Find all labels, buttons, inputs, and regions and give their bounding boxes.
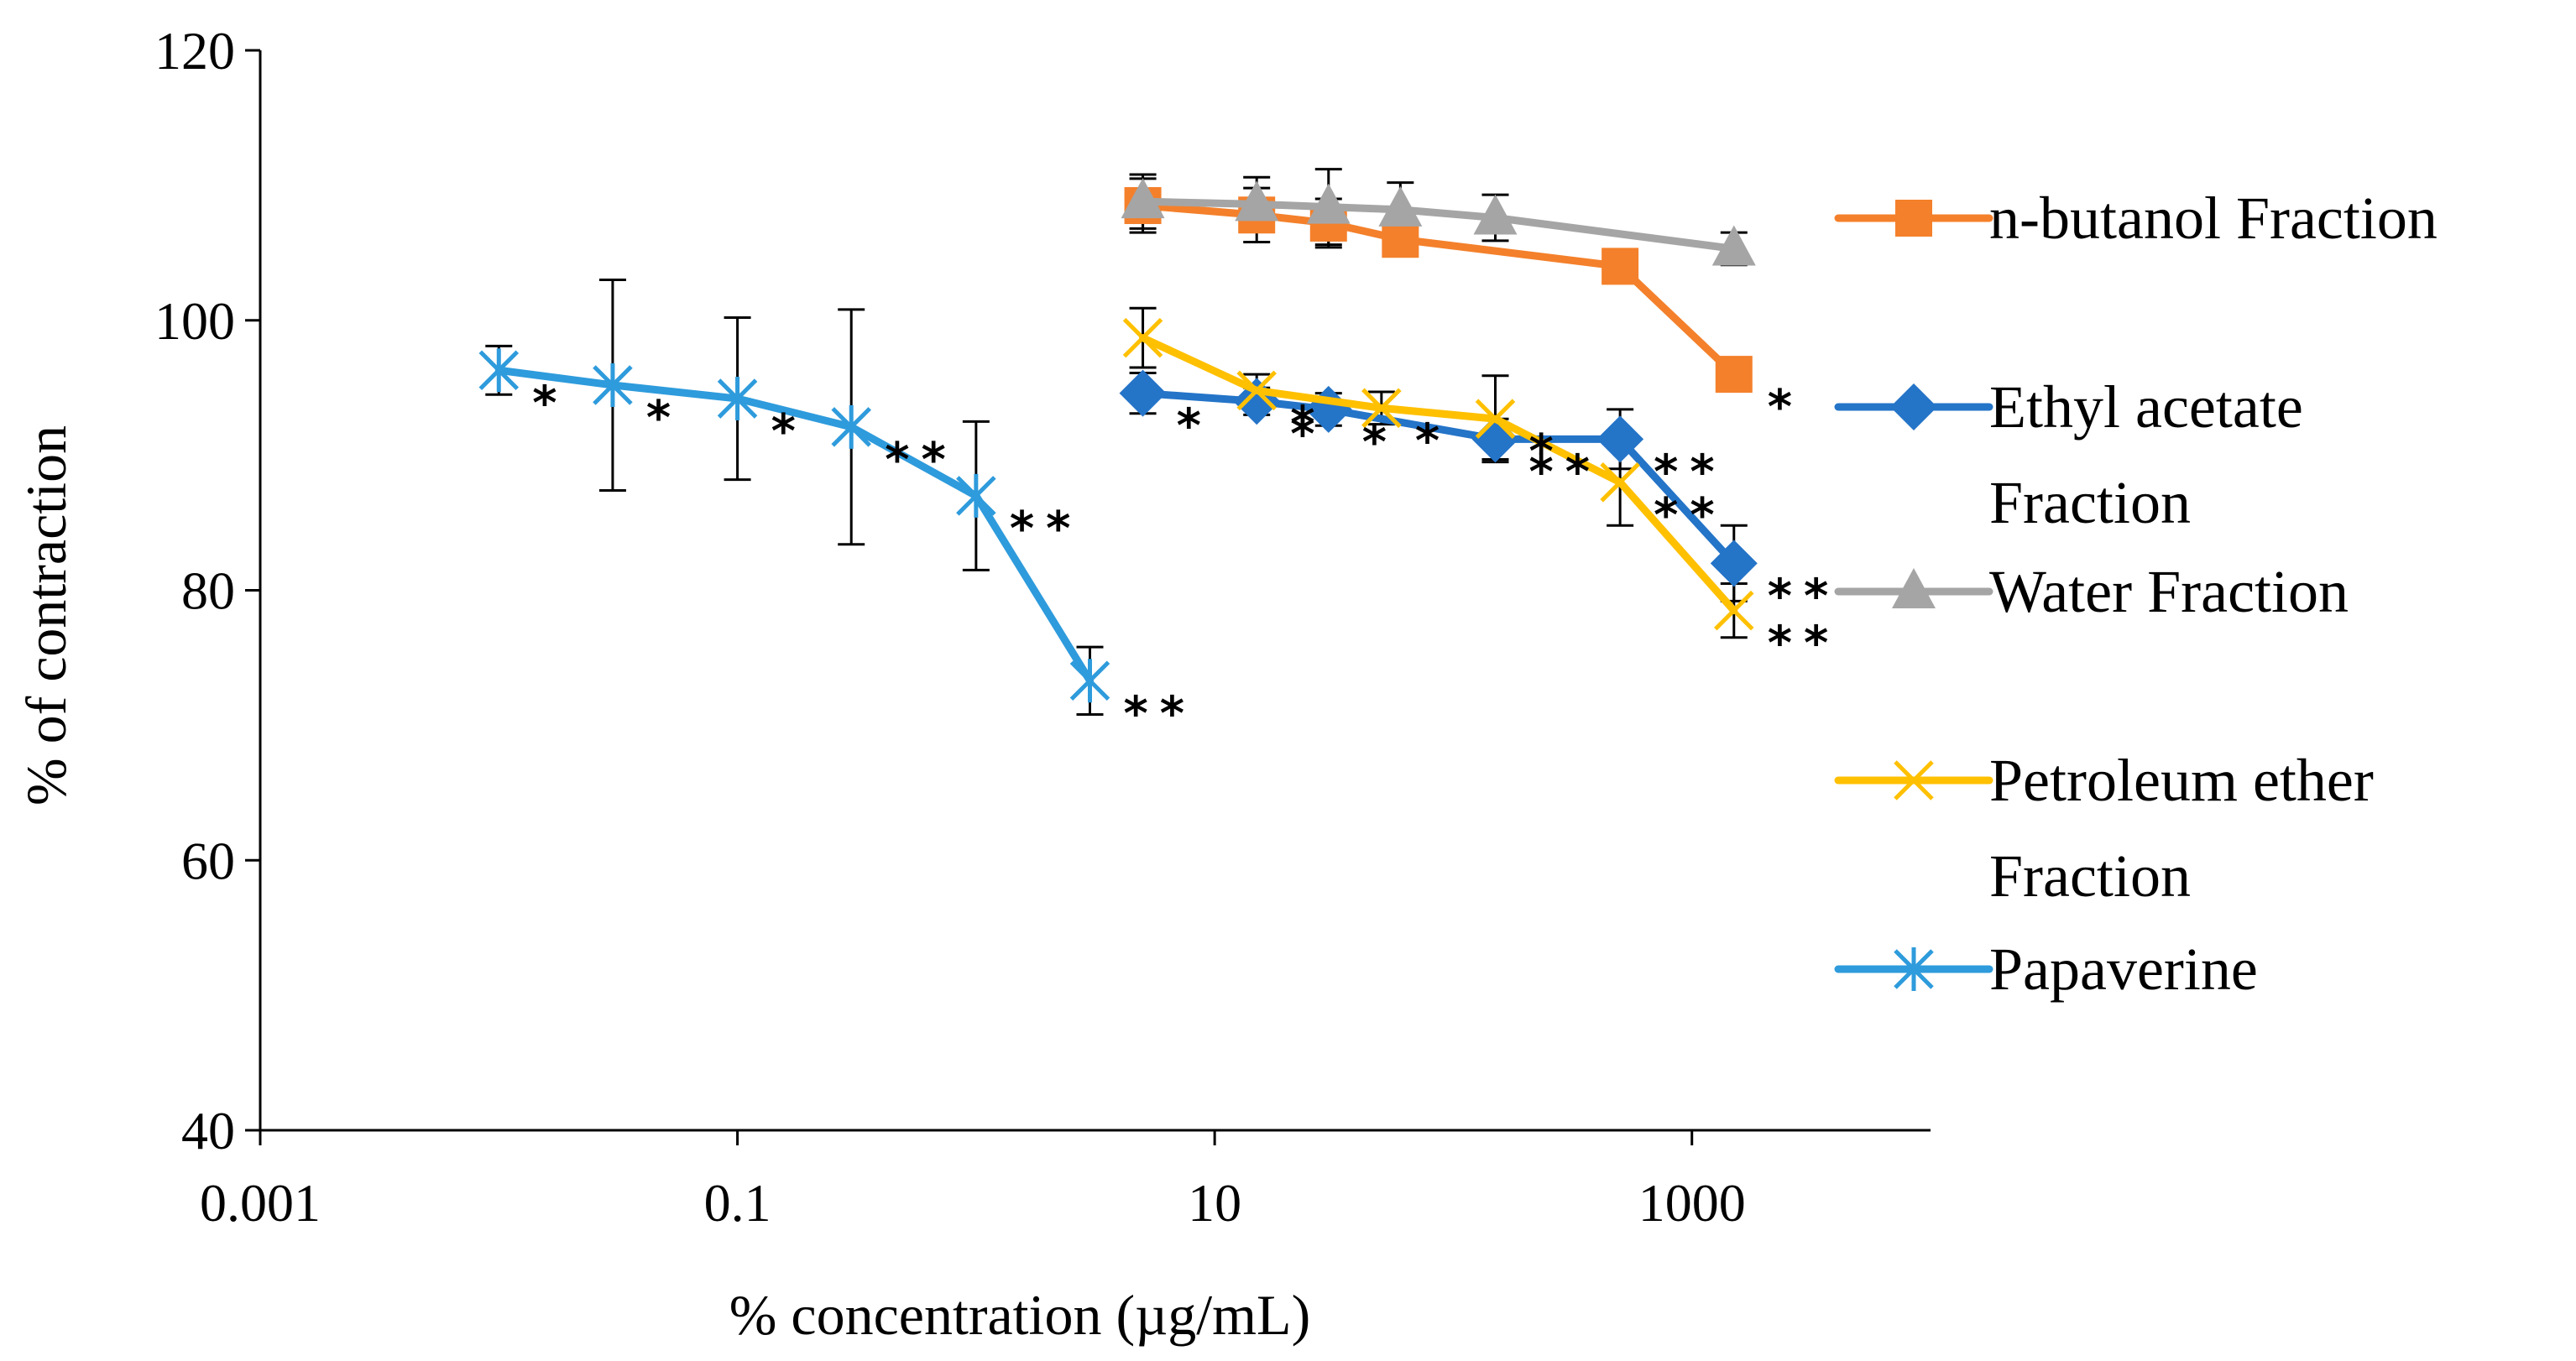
papaverine-point <box>717 377 758 421</box>
ethyl-acetate-fraction-point <box>1596 415 1644 463</box>
water-fraction-point <box>1378 185 1423 227</box>
petroleum-ether-fraction-significance: ** <box>1654 488 1727 543</box>
legend-label: Water Fraction <box>1989 558 2349 625</box>
papaverine-point <box>831 404 871 449</box>
petroleum-ether-fraction-significance: * <box>1415 414 1451 468</box>
n-butanol-fraction-point <box>1602 248 1639 285</box>
ethyl-acetate-fraction-significance: * <box>1177 399 1213 454</box>
legend-item-petroleum-ether-fraction: Petroleum ether Fraction <box>1834 747 2374 910</box>
n-butanol-fraction-line <box>1139 201 1738 378</box>
papaverine-significance: ** <box>885 433 958 488</box>
n-butanol-fraction-point <box>1715 356 1753 394</box>
legend-swatch-marker <box>1894 947 1934 991</box>
water-fraction-line <box>1139 197 1738 253</box>
significance-labels: ** * *** ***** * ****** * ******* <box>532 376 1841 741</box>
petroleum-ether-fraction-significance: ** <box>1768 617 1841 671</box>
papaverine-significance: * <box>646 391 682 446</box>
x-axis-title: % concentration (µg/mL) <box>729 1283 1310 1347</box>
ethyl-acetate-fraction-significance: ** <box>1654 445 1727 499</box>
legend-swatch-marker <box>1894 760 1934 800</box>
ethyl-acetate-fraction-significance: * <box>1362 415 1398 470</box>
y-tick-label: 80 <box>181 561 235 621</box>
legend-label: Papaverine <box>1989 936 2258 1003</box>
water-fraction-point <box>1473 194 1518 235</box>
ethyl-acetate-fraction-point <box>1710 540 1758 587</box>
x-tick-label: 0.1 <box>704 1173 771 1233</box>
x-tick-label: 0.001 <box>200 1173 321 1233</box>
legend-label: n-butanol Fraction <box>1989 185 2438 252</box>
series-group <box>478 178 1758 703</box>
n-butanol-fraction-point <box>1382 221 1419 258</box>
petroleum-ether-fraction-significance: * <box>1290 396 1326 451</box>
petroleum-ether-fraction-significance: * <box>1528 425 1565 479</box>
papaverine-significance: * <box>771 404 807 459</box>
petroleum-ether-fraction-point <box>1475 399 1516 439</box>
water-fraction-point <box>1306 183 1351 224</box>
legend-swatch-marker <box>1890 383 1937 430</box>
papaverine-point <box>956 473 996 518</box>
ethyl-acetate-fraction-significance: * <box>1290 407 1326 461</box>
marker-stroke <box>1714 590 1754 631</box>
ethyl-acetate-fraction-significance: ** <box>1528 445 1602 499</box>
marker-stroke <box>1122 317 1163 358</box>
y-axis-title: % of contraction <box>14 425 78 806</box>
petroleum-ether-fraction-line <box>1139 334 1738 615</box>
papaverine-significance: ** <box>1010 502 1083 556</box>
water-fraction-point <box>1711 225 1756 266</box>
marker-stroke <box>1236 370 1277 411</box>
petroleum-ether-fraction-point <box>1600 462 1640 503</box>
legend-label: Petroleum ether Fraction <box>1989 747 2374 910</box>
papaverine-significance: ** <box>1123 686 1196 741</box>
petroleum-ether-fraction-point <box>1361 388 1402 429</box>
legend-item-ethyl-acetate-fraction: Ethyl acetate Fraction <box>1834 373 2303 536</box>
papaverine-significance: * <box>532 376 568 430</box>
y-tick-label: 100 <box>154 291 235 351</box>
x-tick-label: 10 <box>1188 1173 1241 1233</box>
petroleum-ether-fraction-point <box>1122 317 1163 358</box>
marker-stroke <box>1894 760 1934 800</box>
papaverine-point <box>593 362 633 407</box>
marker-stroke <box>1475 399 1516 439</box>
x-tick-label: 1000 <box>1638 1173 1746 1233</box>
legend: n-butanol Fraction Ethyl acetate Fraction W… <box>1834 185 2438 1003</box>
papaverine-line <box>494 366 1094 685</box>
ethyl-acetate-fraction-point <box>1119 369 1167 417</box>
n-butanol-fraction-significance: * <box>1768 380 1804 435</box>
papaverine-point <box>478 348 520 393</box>
water-fraction-point <box>1121 178 1165 219</box>
axes: 40 60 80 100 120 0.001 0.1 10 1000 % concentratio… <box>14 21 1931 1347</box>
legend-item-water-fraction: Water Fraction <box>1834 558 2349 625</box>
legend-swatch-marker <box>1892 568 1936 608</box>
papaverine-point <box>1069 659 1110 703</box>
petroleum-ether-fraction-point <box>1714 590 1754 631</box>
y-tick-label: 120 <box>154 21 235 81</box>
legend-item-papaverine: Papaverine <box>1834 936 2258 1003</box>
legend-swatch-marker <box>1895 200 1932 237</box>
marker-stroke <box>1361 388 1402 429</box>
legend-label: Ethyl acetate Fraction <box>1989 373 2303 536</box>
y-tick-label: 60 <box>181 831 235 890</box>
water-fraction-point <box>1235 180 1279 222</box>
ethyl-acetate-fraction-significance: ** <box>1768 569 1841 623</box>
marker-stroke <box>1600 462 1640 503</box>
legend-item-n-butanol-fraction: n-butanol Fraction <box>1834 185 2438 252</box>
petroleum-ether-fraction-point <box>1236 370 1277 411</box>
y-tick-label: 40 <box>181 1101 235 1160</box>
